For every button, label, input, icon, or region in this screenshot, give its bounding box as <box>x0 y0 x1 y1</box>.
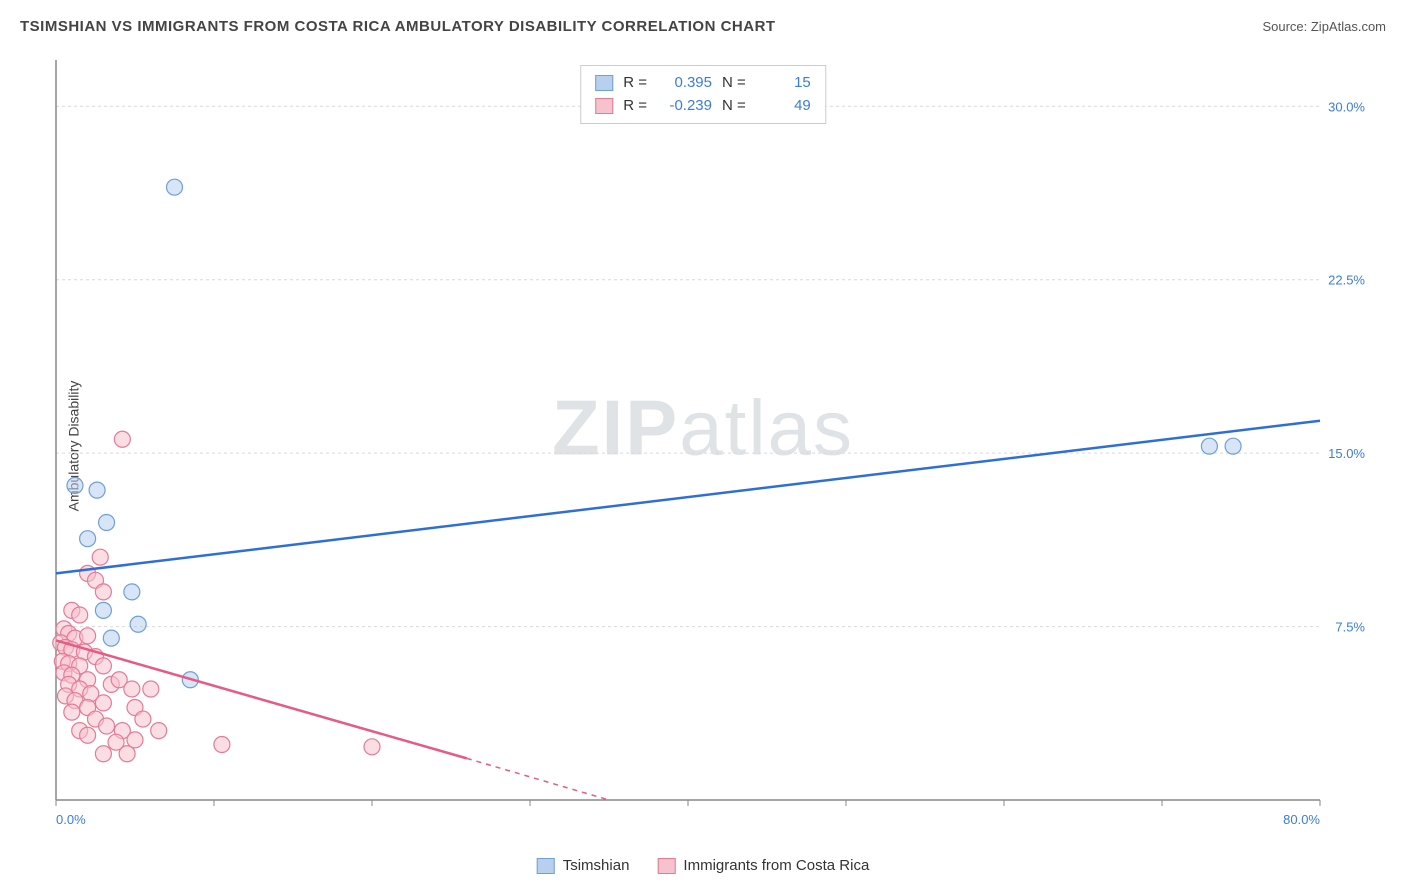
legend-swatch-icon <box>595 98 613 114</box>
legend-swatch-icon <box>537 858 555 874</box>
legend-label: Tsimshian <box>563 857 630 874</box>
svg-text:80.0%: 80.0% <box>1283 812 1320 827</box>
stats-legend-row: R = -0.239 N = 49 <box>595 95 811 118</box>
svg-text:0.0%: 0.0% <box>56 812 86 827</box>
legend-item: Immigrants from Costa Rica <box>657 857 869 874</box>
source-label: Source: ZipAtlas.com <box>1262 19 1386 34</box>
series-legend: Tsimshian Immigrants from Costa Rica <box>537 857 870 874</box>
legend-swatch-icon <box>657 858 675 874</box>
legend-label: Immigrants from Costa Rica <box>683 857 869 874</box>
stats-legend: R = 0.395 N = 15 R = -0.239 N = 49 <box>580 65 826 124</box>
svg-text:30.0%: 30.0% <box>1328 99 1365 114</box>
svg-text:15.0%: 15.0% <box>1328 446 1365 461</box>
svg-text:7.5%: 7.5% <box>1335 620 1365 635</box>
stats-legend-row: R = 0.395 N = 15 <box>595 72 811 95</box>
svg-text:22.5%: 22.5% <box>1328 273 1365 288</box>
scatter-plot: 0.0% 80.0% 7.5% 15.0% 22.5% 30.0% <box>50 60 1380 830</box>
legend-swatch-icon <box>595 75 613 91</box>
legend-item: Tsimshian <box>537 857 630 874</box>
chart-title: TSIMSHIAN VS IMMIGRANTS FROM COSTA RICA … <box>20 18 776 35</box>
